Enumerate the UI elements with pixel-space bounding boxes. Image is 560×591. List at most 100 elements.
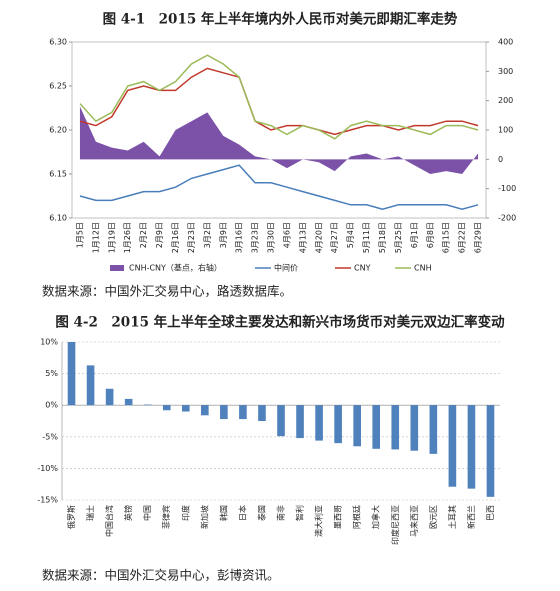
y2-tick-label: 200 <box>498 96 513 105</box>
y-tick-label: -5% <box>42 432 58 441</box>
line <box>79 164 479 210</box>
y-tick-label: 6.10 <box>49 214 67 223</box>
x-tick-label: 1月12日 <box>91 222 100 253</box>
x-tick-label: 4月6日 <box>282 222 291 248</box>
source-note: 数据来源：中国外汇交易中心，路透数据库。 <box>42 284 292 299</box>
x-tick-label: 印度尼西亚 <box>390 505 400 545</box>
x-tick-label: 5月18日 <box>378 222 387 253</box>
bar <box>105 388 114 406</box>
x-tick-label: 2月23日 <box>187 222 196 253</box>
x-tick-label: 3月9日 <box>219 222 228 248</box>
x-tick-label: 南非 <box>276 505 286 521</box>
bar <box>124 398 133 406</box>
bar <box>486 405 495 497</box>
y2-tick-label: 400 <box>498 38 513 47</box>
bar <box>372 405 381 449</box>
y2-tick-label: 0 <box>498 155 503 164</box>
x-tick-label: 加拿大 <box>371 505 381 529</box>
bar <box>429 405 438 454</box>
bar <box>181 405 190 412</box>
x-tick-label: 3月16日 <box>235 222 244 253</box>
legend-label: CNH-CNY（基点，右轴） <box>129 263 222 273</box>
y-tick-label: 6.30 <box>49 38 67 47</box>
bar <box>143 404 152 406</box>
x-tick-label: 中国台湾 <box>104 505 114 537</box>
y-tick-label: 6.15 <box>49 170 67 179</box>
x-tick-label: 新加坡 <box>199 505 209 529</box>
bar <box>467 405 476 489</box>
x-tick-label: 澳大利亚 <box>314 505 324 537</box>
x-tick-label: 土耳其 <box>447 505 457 529</box>
x-tick-label: 6月22日 <box>458 222 467 253</box>
legend-label: CNY <box>354 264 371 273</box>
x-tick-label: 2月2日 <box>139 222 148 248</box>
bar <box>239 405 247 420</box>
chart-title: 图 4-1 2015 年上半年境内外人民币对美元即期汇率走势 <box>103 11 458 28</box>
y-tick-label: 10% <box>40 338 58 347</box>
bar <box>220 405 228 420</box>
x-tick-label: 瑞士 <box>85 505 95 521</box>
x-tick-label: 5月4日 <box>346 222 355 248</box>
x-tick-label: 墨西哥 <box>334 505 343 529</box>
x-tick-label: 6月15日 <box>442 222 451 253</box>
x-tick-label: 韩国 <box>218 505 228 521</box>
bar <box>258 405 266 421</box>
y2-tick-label: -200 <box>498 214 516 223</box>
bar <box>296 405 304 439</box>
legend-label: 中间价 <box>274 263 298 273</box>
x-tick-label: 1月5日 <box>75 222 84 248</box>
x-tick-label: 印度 <box>180 505 190 521</box>
x-tick-label: 3月2日 <box>203 222 212 248</box>
bar <box>391 405 400 450</box>
y-tick-label: 6.20 <box>49 126 67 135</box>
x-tick-label: 5月25日 <box>394 222 403 253</box>
x-tick-label: 新西兰 <box>466 505 476 529</box>
legend-swatch <box>110 265 124 271</box>
x-tick-label: 英镑 <box>123 505 133 521</box>
chart-title: 图 4-2 2015 年上半年全球主要发达和新兴市场货币对美元双边汇率变动 <box>55 314 505 331</box>
bar <box>315 405 323 441</box>
x-tick-label: 6月1日 <box>410 222 419 248</box>
x-tick-label: 1月26日 <box>123 222 132 253</box>
x-tick-label: 4月27日 <box>330 222 339 253</box>
y-tick-label: 0% <box>45 401 58 410</box>
x-tick-label: 欧元区 <box>428 505 438 529</box>
x-tick-label: 6月8日 <box>426 222 435 248</box>
bar <box>67 342 76 406</box>
x-tick-label: 阿根廷 <box>352 505 362 529</box>
x-tick-label: 4月13日 <box>298 222 307 253</box>
x-tick-label: 2月16日 <box>171 222 180 253</box>
x-tick-label: 4月20日 <box>314 222 323 253</box>
x-tick-label: 3月30日 <box>267 222 276 253</box>
y-tick-label: -10% <box>37 464 58 473</box>
bar <box>86 365 95 406</box>
bar <box>277 405 285 437</box>
bar <box>334 405 342 444</box>
bar <box>353 405 361 447</box>
x-tick-label: 中国 <box>142 505 152 521</box>
y-tick-label: 5% <box>45 369 58 378</box>
y2-tick-label: 100 <box>498 126 513 135</box>
bar <box>448 405 457 487</box>
x-tick-label: 1月19日 <box>107 222 116 253</box>
x-tick-label: 6月29日 <box>474 222 483 253</box>
y2-tick-label: 300 <box>498 67 513 76</box>
x-tick-label: 俄罗斯 <box>66 505 76 529</box>
x-tick-label: 马来西亚 <box>410 505 419 537</box>
source-note: 数据来源：中国外汇交易中心，彭博资讯。 <box>42 568 280 583</box>
y2-tick-label: -100 <box>498 184 516 193</box>
bar <box>410 405 419 451</box>
x-tick-label: 日本 <box>237 505 247 521</box>
x-tick-label: 2月9日 <box>155 222 164 248</box>
x-tick-label: 巴西 <box>486 505 495 521</box>
y-tick-label: 6.25 <box>49 82 67 91</box>
x-tick-label: 5月11日 <box>362 222 371 253</box>
x-tick-label: 泰国 <box>256 505 266 521</box>
line <box>79 54 479 140</box>
x-tick-label: 智利 <box>295 505 305 521</box>
y-tick-label: -15% <box>37 496 58 505</box>
area <box>79 106 479 174</box>
x-tick-label: 3月23日 <box>251 222 260 253</box>
legend-label: CNH <box>414 264 432 273</box>
